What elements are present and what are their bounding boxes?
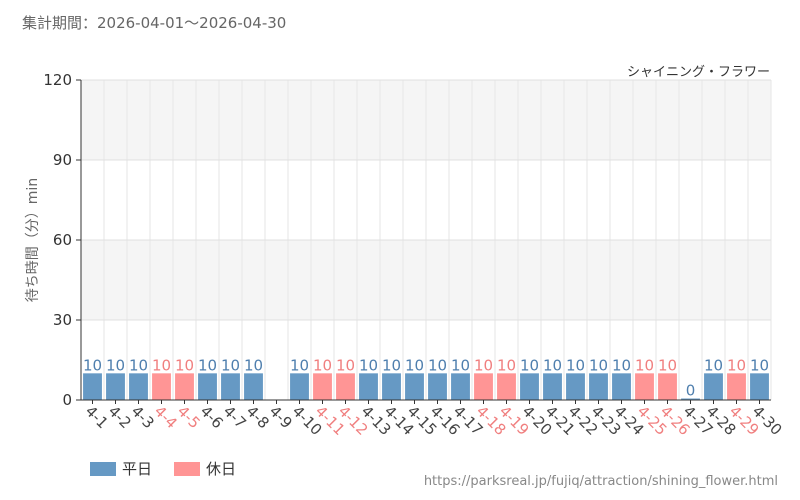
- y-tick-label: 30: [53, 311, 72, 329]
- data-label: 10: [359, 356, 378, 374]
- bar: [313, 373, 332, 400]
- bar: [221, 373, 240, 400]
- bar: [566, 373, 585, 400]
- data-label: 10: [612, 356, 631, 374]
- data-label: 10: [106, 356, 125, 374]
- data-label: 10: [290, 356, 309, 374]
- bar: [750, 373, 769, 400]
- bar: [497, 373, 516, 400]
- data-labels: 10 10 10 10 10 10 10 10 10 10 10 10 10 10 10 10 10 10 10 10…: [83, 356, 769, 399]
- bar: [244, 373, 263, 400]
- data-label: 10: [658, 356, 677, 374]
- bar: [106, 373, 125, 400]
- data-label: 10: [704, 356, 723, 374]
- data-label: 10: [129, 356, 148, 374]
- data-label: 10: [635, 356, 654, 374]
- data-label: 0: [686, 382, 696, 400]
- legend-label-weekday: 平日: [122, 460, 153, 478]
- data-label: 10: [750, 356, 769, 374]
- bar: [152, 373, 171, 400]
- bar: [589, 373, 608, 400]
- data-label: 10: [405, 356, 424, 374]
- bar: [612, 373, 631, 400]
- bar: [83, 373, 102, 400]
- data-label: 10: [474, 356, 493, 374]
- bar: [727, 373, 746, 400]
- bar: [382, 373, 401, 400]
- data-label: 10: [497, 356, 516, 374]
- data-label: 10: [520, 356, 539, 374]
- data-label: 10: [428, 356, 447, 374]
- source-url: https://parksreal.jp/fujiq/attraction/sh…: [423, 474, 778, 489]
- data-label: 10: [152, 356, 171, 374]
- legend-swatch-weekday: [90, 461, 116, 476]
- data-label: 10: [244, 356, 263, 374]
- legend-item-weekday: 平日: [90, 458, 152, 479]
- y-tick-label: 60: [53, 231, 72, 249]
- y-tick-label: 90: [53, 151, 72, 169]
- bar: [658, 373, 677, 400]
- data-label: 10: [336, 356, 355, 374]
- data-label: 10: [198, 356, 217, 374]
- bar: [175, 373, 194, 400]
- plot-axes: [76, 79, 771, 404]
- data-label: 10: [83, 356, 102, 374]
- bar: [428, 373, 447, 400]
- data-label: 10: [221, 356, 240, 374]
- period-label: 集計期間：2026-04-01～2026-04-30: [22, 14, 287, 32]
- bar: [681, 398, 700, 400]
- data-label: 10: [313, 356, 332, 374]
- data-label: 10: [566, 356, 585, 374]
- y-tick-label: 120: [43, 71, 72, 89]
- x-tick-labels: 4-14-24-34-44-54-64-74-84-94-104-114-124…: [82, 402, 786, 439]
- data-label: 10: [175, 356, 194, 374]
- data-label: 10: [543, 356, 562, 374]
- legend-swatch-holiday: [174, 461, 201, 476]
- data-label: 10: [382, 356, 401, 374]
- bar: [520, 373, 539, 400]
- y-tick-label: 0: [62, 391, 72, 409]
- y-tick-labels: 0 30 60 90 120: [43, 71, 72, 409]
- attraction-name: シャイニング・フラワー: [626, 65, 770, 80]
- bar: [405, 373, 424, 400]
- data-label: 10: [727, 356, 746, 374]
- bar: [635, 373, 654, 400]
- bar: [359, 373, 378, 400]
- legend-item-holiday: 休日: [174, 458, 236, 479]
- bar: [451, 373, 470, 400]
- bar: [704, 373, 723, 400]
- bar: [336, 373, 355, 400]
- plot-bars: [83, 373, 769, 400]
- data-label: 10: [589, 356, 608, 374]
- bar: [474, 373, 493, 400]
- data-label: 10: [451, 356, 470, 374]
- legend: 平日 休日: [90, 458, 258, 479]
- bar: [290, 373, 309, 400]
- bar: [198, 373, 217, 400]
- bar: [543, 373, 562, 400]
- legend-label-holiday: 休日: [206, 460, 237, 478]
- bar: [129, 373, 148, 400]
